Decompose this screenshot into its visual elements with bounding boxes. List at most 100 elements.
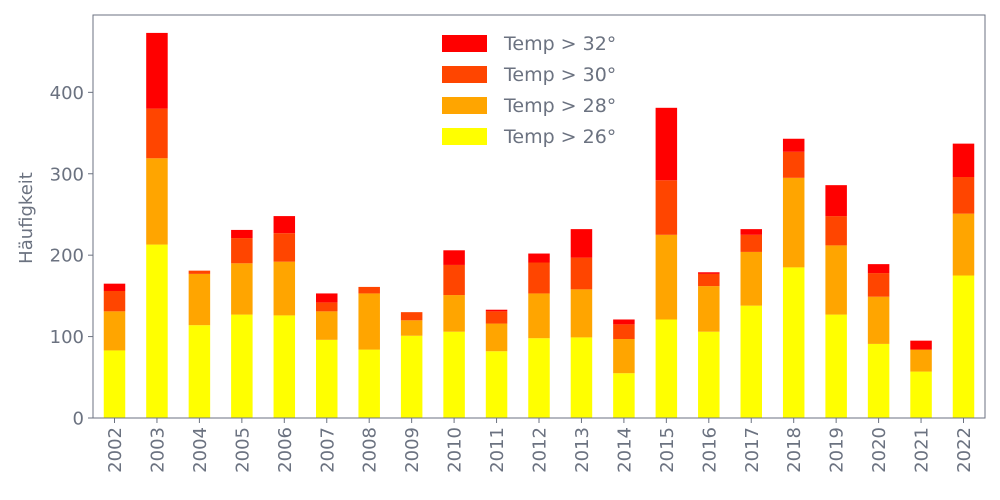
- bar-2003-series-3: [146, 32, 168, 109]
- y-tick-label: 100: [50, 327, 84, 348]
- legend-label: Temp > 32°: [503, 33, 616, 55]
- bar-2017-series-0: [740, 305, 762, 418]
- bar-2004-series-1: [188, 273, 211, 326]
- bar-2021-series-0: [910, 371, 932, 418]
- bar-2004-series-2: [188, 270, 211, 274]
- x-tick-label: 2010: [445, 427, 466, 473]
- x-tick-label: 2006: [275, 427, 296, 473]
- x-tick-label: 2012: [530, 427, 551, 473]
- bar-2003-series-1: [146, 158, 168, 245]
- bar-2017-series-2: [740, 234, 762, 252]
- bar-2002-series-3: [103, 283, 126, 291]
- bar-2012-series-2: [528, 262, 550, 294]
- bar-2020-series-3: [867, 264, 890, 274]
- bar-2006-series-2: [273, 233, 296, 262]
- bar-2014-series-2: [613, 324, 635, 340]
- bars-layer: [103, 32, 975, 418]
- bar-2006-series-1: [273, 261, 296, 316]
- bar-2010-series-0: [443, 331, 465, 418]
- x-tick-label: 2009: [402, 427, 423, 473]
- bar-2016-series-2: [698, 273, 720, 287]
- bar-2006-series-0: [273, 315, 296, 418]
- bar-2009-series-1: [400, 320, 423, 336]
- bar-2005-series-0: [231, 314, 253, 418]
- y-axis-ticks: 0 100 200 300 400: [50, 83, 93, 430]
- bar-2018-series-2: [782, 151, 805, 178]
- bar-2005-series-3: [231, 229, 253, 239]
- x-tick-label: 2013: [572, 427, 593, 473]
- y-axis-title: Häufigkeit: [16, 172, 37, 264]
- x-tick-label: 2014: [614, 427, 635, 473]
- bar-2009-series-0: [400, 335, 423, 418]
- bar-2003-series-2: [146, 108, 168, 159]
- bar-2019-series-2: [825, 216, 847, 246]
- bar-2014-series-0: [613, 373, 635, 418]
- bar-2007-series-0: [316, 339, 338, 418]
- bar-2020-series-0: [867, 343, 890, 418]
- bar-2002-series-0: [103, 350, 126, 418]
- bar-2005-series-1: [231, 263, 253, 315]
- x-tick-label: 2016: [699, 427, 720, 473]
- legend-label: Temp > 30°: [503, 64, 616, 86]
- bar-2022-series-1: [952, 213, 975, 276]
- bar-2016-series-0: [698, 331, 720, 418]
- x-tick-label: 2021: [912, 427, 933, 473]
- legend-swatch: [442, 66, 487, 83]
- bar-2016-series-3: [698, 272, 720, 274]
- bar-2015-series-3: [655, 107, 678, 181]
- bar-2007-series-1: [316, 311, 338, 340]
- x-tick-label: 2004: [190, 427, 211, 473]
- x-tick-label: 2007: [317, 427, 338, 473]
- bar-2018-series-1: [782, 177, 805, 268]
- bar-2022-series-3: [952, 143, 975, 178]
- x-tick-label: 2011: [487, 427, 508, 473]
- bar-2007-series-2: [316, 302, 338, 312]
- x-tick-label: 2003: [147, 427, 168, 473]
- bar-2021-series-1: [910, 349, 932, 372]
- bar-2010-series-2: [443, 264, 465, 296]
- bar-2021-series-3: [910, 340, 932, 350]
- x-tick-label: 2015: [657, 427, 678, 473]
- bar-2015-series-1: [655, 234, 678, 320]
- y-tick-label: 200: [50, 246, 84, 267]
- x-tick-label: 2022: [954, 427, 975, 473]
- bar-2016-series-1: [698, 286, 720, 332]
- legend-swatch: [442, 128, 487, 145]
- bar-2013-series-2: [570, 257, 593, 290]
- bar-2002-series-2: [103, 290, 126, 312]
- bar-2013-series-1: [570, 289, 593, 338]
- bar-2011-series-0: [485, 351, 508, 418]
- bar-2008-series-2: [358, 286, 380, 294]
- y-tick-label: 300: [50, 164, 84, 185]
- bar-2005-series-2: [231, 238, 253, 264]
- bar-2019-series-1: [825, 245, 847, 315]
- x-tick-label: 2018: [784, 427, 805, 473]
- bar-2015-series-2: [655, 180, 678, 235]
- bar-2010-series-3: [443, 250, 465, 265]
- x-tick-label: 2008: [360, 427, 381, 473]
- bar-2013-series-3: [570, 229, 593, 258]
- bar-2020-series-1: [867, 296, 890, 344]
- bar-2018-series-3: [782, 138, 805, 152]
- bar-2012-series-1: [528, 293, 550, 339]
- x-tick-label: 2017: [742, 427, 763, 473]
- y-tick-label: 400: [50, 83, 84, 104]
- bar-2010-series-1: [443, 295, 465, 332]
- legend-swatch: [442, 35, 487, 52]
- bar-2007-series-3: [316, 293, 338, 303]
- bar-2011-series-1: [485, 323, 508, 352]
- bar-2020-series-2: [867, 273, 890, 297]
- bar-2013-series-0: [570, 337, 593, 418]
- bar-2022-series-2: [952, 177, 975, 214]
- x-tick-label: 2005: [232, 427, 253, 473]
- bar-2012-series-0: [528, 338, 550, 418]
- bar-2017-series-1: [740, 251, 762, 306]
- legend-label: Temp > 28°: [503, 95, 616, 117]
- bar-2014-series-3: [613, 319, 635, 325]
- bar-2002-series-1: [103, 311, 126, 351]
- x-tick-label: 2019: [827, 427, 848, 473]
- bar-2006-series-3: [273, 216, 296, 234]
- legend: Temp > 32° Temp > 30° Temp > 28° Temp > 26°: [442, 33, 616, 148]
- x-tick-label: 2002: [105, 427, 126, 473]
